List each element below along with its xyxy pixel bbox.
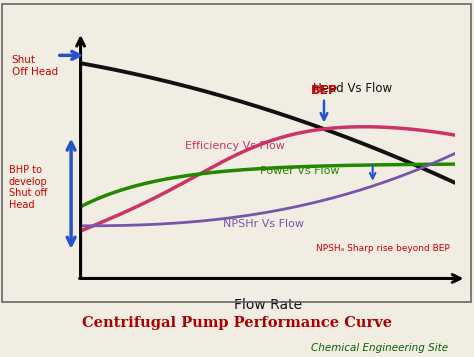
Text: Efficiency Vs Flow: Efficiency Vs Flow xyxy=(185,141,285,151)
Text: Flow Rate: Flow Rate xyxy=(234,298,302,312)
Text: Chemical Engineering Site: Chemical Engineering Site xyxy=(310,343,448,353)
Text: Centrifugal Pump Performance Curve: Centrifugal Pump Performance Curve xyxy=(82,316,392,330)
Text: NPSHr Vs Flow: NPSHr Vs Flow xyxy=(223,219,304,229)
Text: BHP to
develop
Shut off
Head: BHP to develop Shut off Head xyxy=(9,165,47,210)
Text: NPSHₐ Sharp rise beyond BEP: NPSHₐ Sharp rise beyond BEP xyxy=(317,244,450,253)
Text: BEP: BEP xyxy=(311,84,338,97)
Text: Shut
Off Head: Shut Off Head xyxy=(12,55,58,77)
Text: Power Vs Flow: Power Vs Flow xyxy=(260,166,340,176)
Text: Head Vs Flow: Head Vs Flow xyxy=(313,82,392,95)
